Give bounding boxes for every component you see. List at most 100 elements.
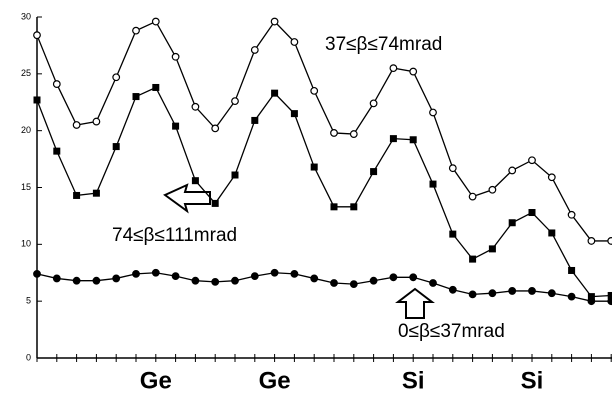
marker [151,17,160,26]
marker [290,269,299,278]
marker [350,203,358,211]
marker [330,279,338,287]
marker [389,273,398,282]
marker [132,269,140,278]
marker [429,180,437,188]
marker [211,277,220,286]
marker [468,192,477,201]
series-label: 74≤β≤111mrad [112,225,237,246]
marker [330,129,338,137]
x-tick-label: Si [521,367,544,394]
marker [250,272,259,281]
marker [211,124,220,133]
marker [191,276,200,285]
series-label: 37≤β≤74mrad [325,34,442,55]
marker [587,237,596,245]
marker [171,272,180,281]
marker [250,46,259,54]
marker [270,268,279,277]
marker [508,219,516,227]
marker [290,38,299,46]
y-tick-label: 5 [26,296,31,306]
marker [211,199,219,207]
marker [191,102,200,111]
marker [172,122,180,130]
marker [52,80,61,88]
marker [547,173,556,182]
marker [567,292,576,301]
series-label: 0≤β≤37mrad [398,321,505,342]
marker [310,274,319,283]
marker [33,31,41,40]
marker [587,293,595,301]
marker [52,274,61,283]
marker [607,237,612,245]
marker [73,191,81,199]
marker [389,135,397,143]
marker [468,290,477,299]
marker [112,73,121,82]
marker [251,116,259,124]
marker [508,287,517,295]
marker [469,255,477,263]
marker [448,164,457,173]
series-line [36,272,612,302]
marker [528,287,536,295]
y-tick-label: 0 [26,352,31,362]
marker [587,297,596,306]
marker [528,156,536,165]
marker [528,209,536,217]
marker [72,276,81,285]
marker [567,210,576,219]
marker [112,274,121,283]
x-tick-label: Si [402,367,425,394]
marker [607,291,612,299]
y-tick-label: 15 [21,182,31,192]
marker [508,166,517,175]
marker [448,285,457,294]
y-tick-label: 20 [21,125,31,135]
y-tick-label: 10 [21,239,31,249]
marker [270,17,279,26]
marker [231,276,239,285]
marker [92,189,100,197]
x-tick-label: Ge [259,367,291,394]
marker [132,93,140,101]
marker [231,97,239,106]
marker [132,26,140,35]
marker [271,89,279,97]
series-line [36,86,612,298]
marker [152,83,160,91]
marker [449,230,457,238]
marker [191,177,199,185]
marker [548,229,556,237]
marker [33,269,41,278]
marker [369,99,378,108]
marker [53,147,61,155]
marker [171,52,180,61]
marker [409,273,418,282]
marker [290,110,298,118]
x-tick-label: Ge [140,367,172,394]
marker [349,280,358,289]
marker [370,168,378,176]
marker [231,171,239,179]
marker [92,276,101,285]
marker [429,108,437,117]
marker [568,266,576,274]
marker [33,96,41,104]
marker [112,143,120,151]
y-tick-label: 25 [21,68,31,78]
marker [389,64,398,73]
marker [488,245,496,253]
marker [488,185,497,194]
marker [92,117,101,126]
y-tick-label: 30 [21,11,31,21]
marker [429,279,437,287]
marker [409,136,417,144]
marker [330,203,338,211]
marker [547,289,556,298]
marker [349,130,358,138]
